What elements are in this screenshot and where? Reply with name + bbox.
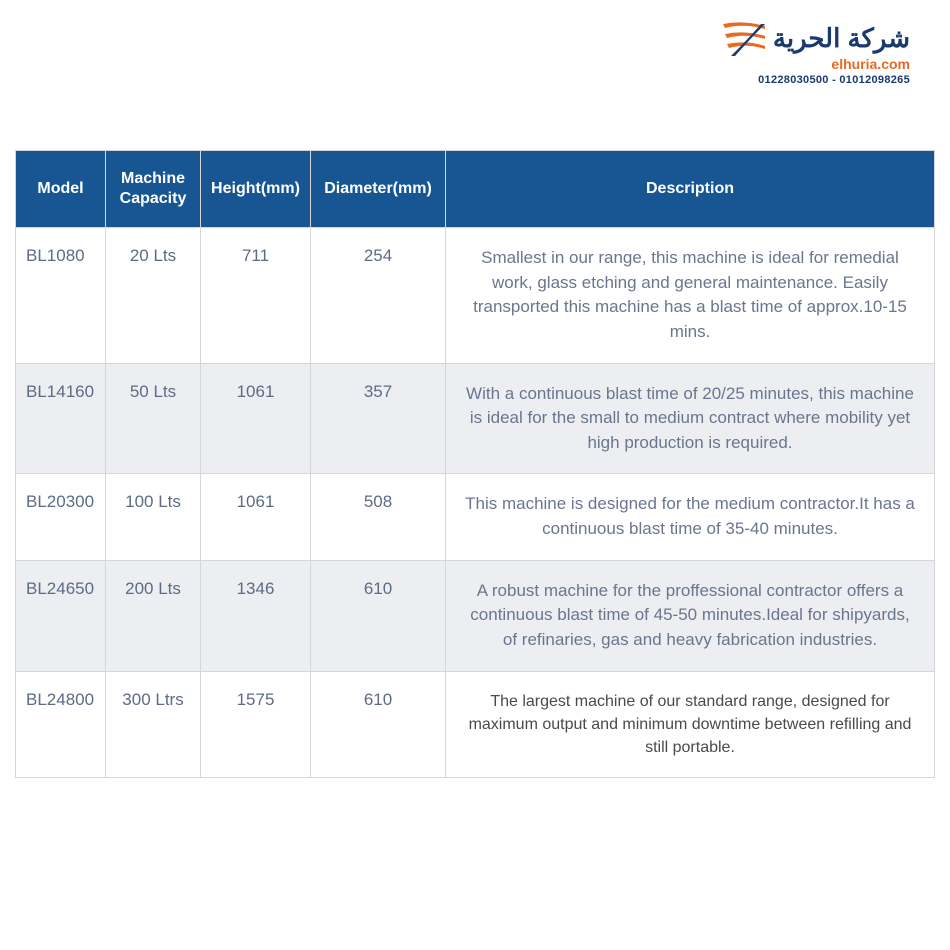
cell-capacity: 20 Lts [106,228,201,364]
cell-description: The largest machine of our standard rang… [446,671,935,778]
cell-description: With a continuous blast time of 20/25 mi… [446,363,935,474]
table-row: BL24650 200 Lts 1346 610 A robust machin… [16,560,935,671]
cell-capacity: 50 Lts [106,363,201,474]
specs-table: Model Machine Capacity Height(mm) Diamet… [15,150,935,778]
cell-model: BL24800 [16,671,106,778]
table-row: BL14160 50 Lts 1061 357 With a continuou… [16,363,935,474]
logo-site-url: elhuria.com [721,56,910,72]
cell-diameter: 508 [311,474,446,560]
cell-height: 1575 [201,671,311,778]
col-header-capacity: Machine Capacity [106,151,201,228]
table-row: BL1080 20 Lts 711 254 Smallest in our ra… [16,228,935,364]
cell-model: BL24650 [16,560,106,671]
cell-height: 1346 [201,560,311,671]
cell-diameter: 254 [311,228,446,364]
cell-diameter: 610 [311,560,446,671]
table-row: BL20300 100 Lts 1061 508 This machine is… [16,474,935,560]
cell-diameter: 610 [311,671,446,778]
logo-phone-numbers: 01228030500 - 01012098265 [721,74,910,86]
cell-model: BL1080 [16,228,106,364]
specs-table-container: Model Machine Capacity Height(mm) Diamet… [15,150,935,778]
cell-description: A robust machine for the proffessional c… [446,560,935,671]
brand-logo: شركة الحرية elhuria.com 01228030500 - 01… [721,18,910,86]
table-row: BL24800 300 Ltrs 1575 610 The largest ma… [16,671,935,778]
cell-model: BL14160 [16,363,106,474]
cell-height: 1061 [201,474,311,560]
cell-capacity: 100 Lts [106,474,201,560]
cell-height: 1061 [201,363,311,474]
cell-height: 711 [201,228,311,364]
logo-swoosh-icon [721,18,767,58]
logo-arabic-text: شركة الحرية [773,23,910,54]
table-header-row: Model Machine Capacity Height(mm) Diamet… [16,151,935,228]
col-header-description: Description [446,151,935,228]
col-header-model: Model [16,151,106,228]
cell-description: This machine is designed for the medium … [446,474,935,560]
cell-model: BL20300 [16,474,106,560]
col-header-diameter: Diameter(mm) [311,151,446,228]
cell-capacity: 200 Lts [106,560,201,671]
cell-description: Smallest in our range, this machine is i… [446,228,935,364]
col-header-height: Height(mm) [201,151,311,228]
cell-capacity: 300 Ltrs [106,671,201,778]
cell-diameter: 357 [311,363,446,474]
